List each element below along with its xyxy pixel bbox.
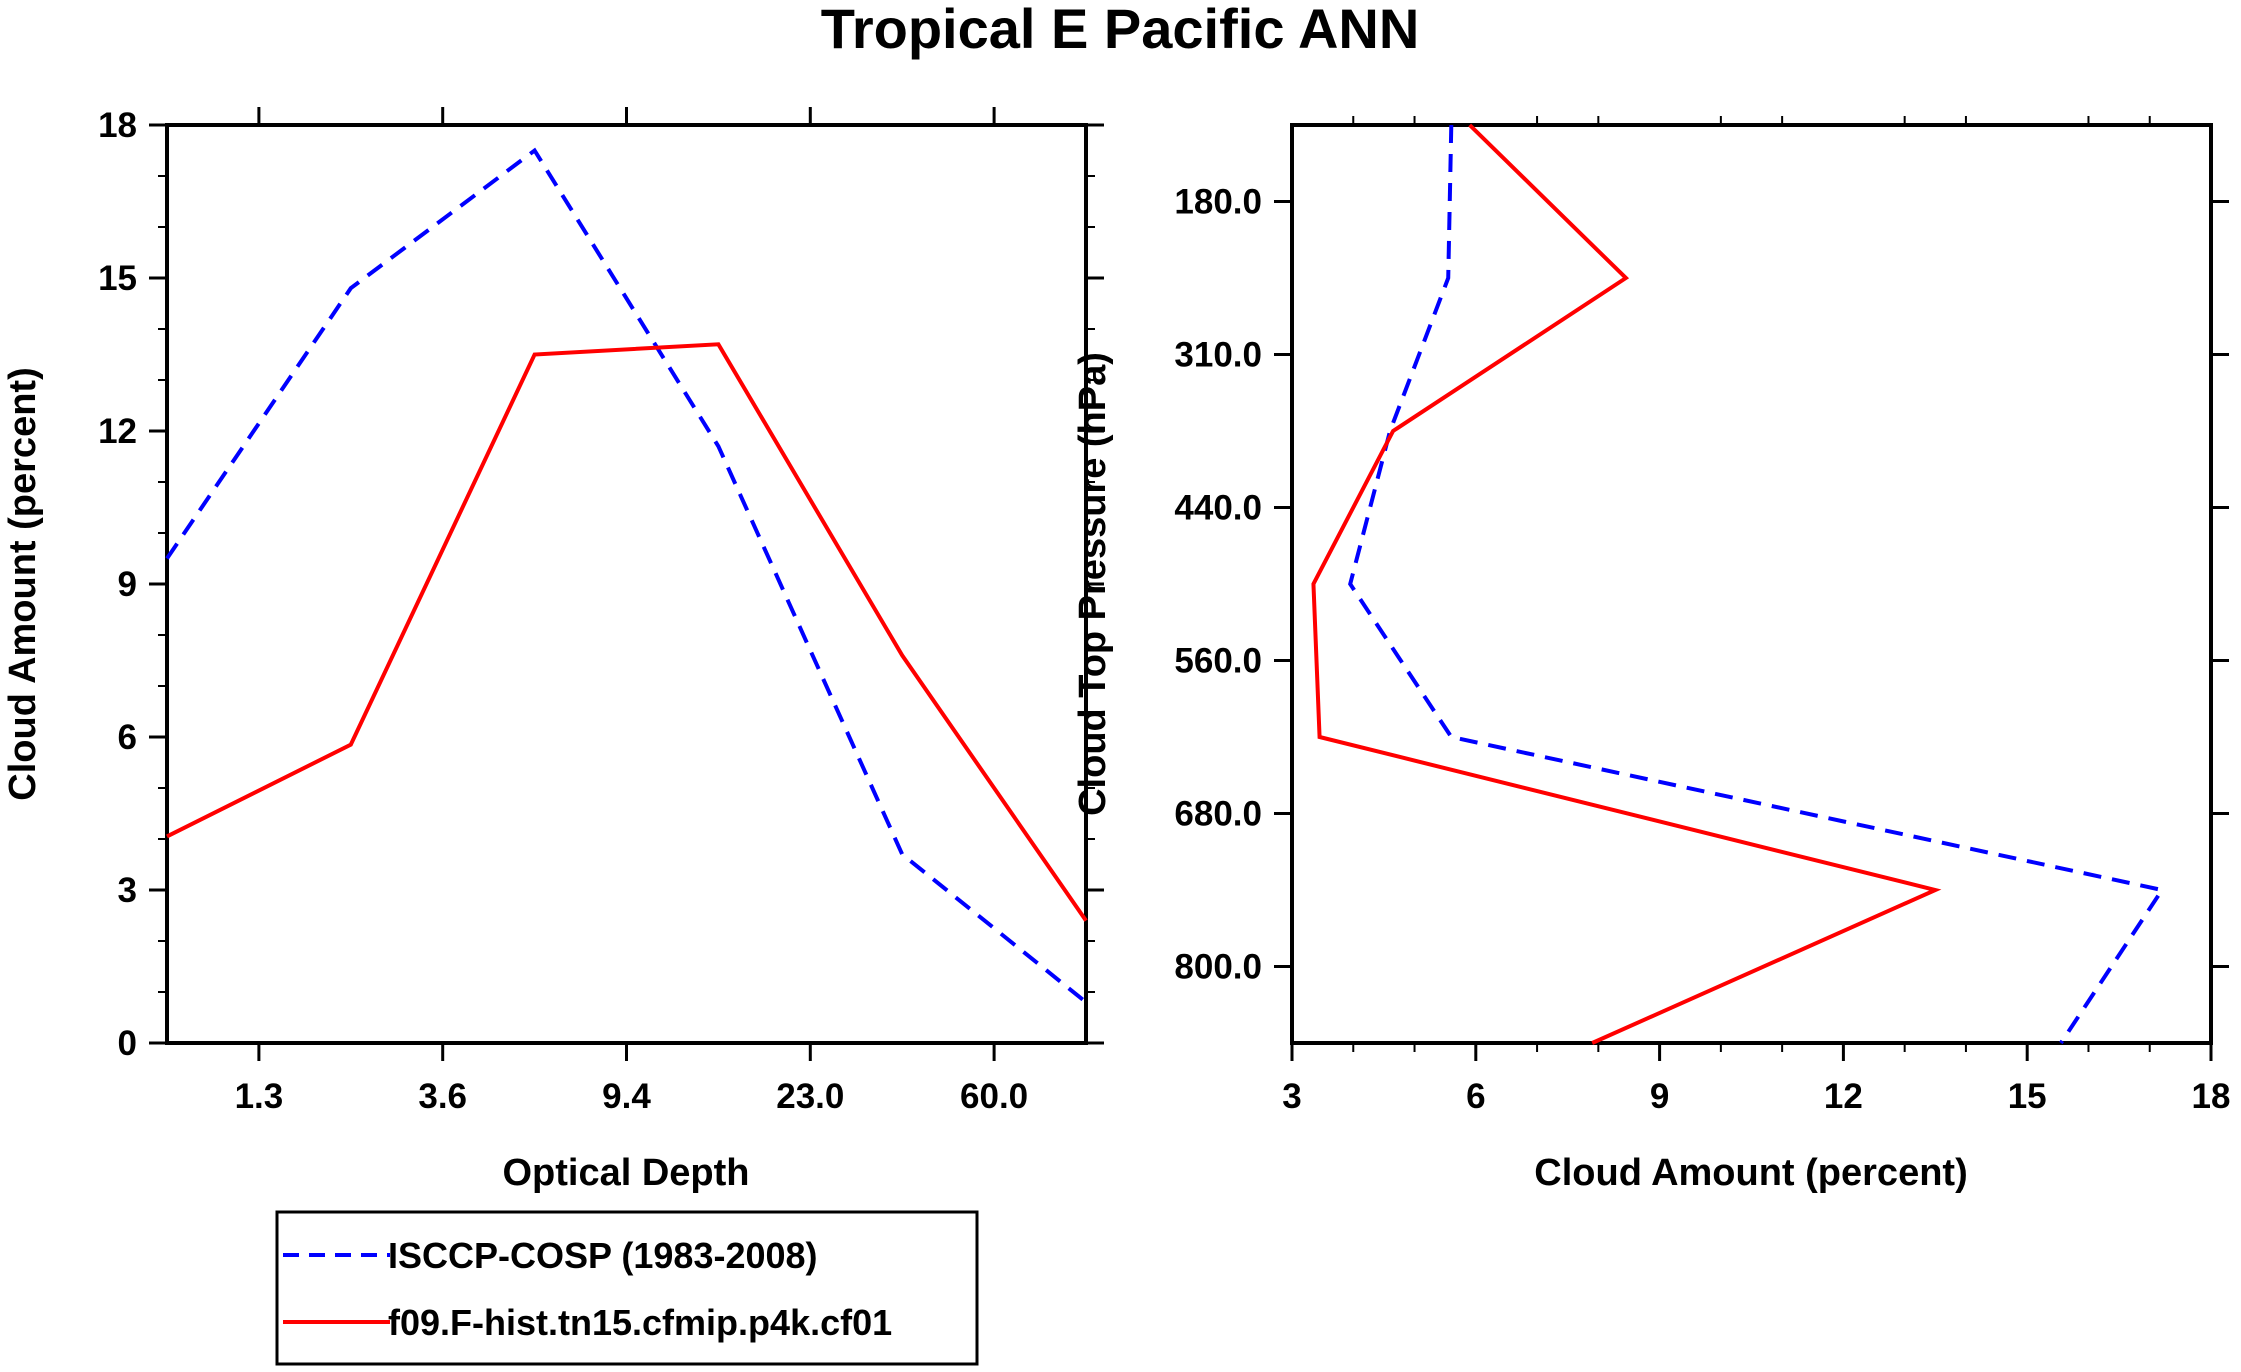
- figure-title: Tropical E Pacific ANN: [821, 0, 1420, 60]
- right-xtick-label: 6: [1466, 1077, 1485, 1116]
- left-ytick-label: 15: [98, 259, 137, 298]
- left-ylabel: Cloud Amount (percent): [2, 367, 44, 800]
- right-ylabel: Cloud Top Pressure (hPa): [1072, 352, 1114, 816]
- left-ytick-label: 18: [98, 106, 137, 145]
- right-xtick-label: 12: [1824, 1077, 1863, 1116]
- left-panel: 0 3 6 9 12 15 18 1.3 3.6 9.4 23.0 60.0 Optical Dept…: [2, 106, 1104, 1194]
- left-ytick-label: 0: [118, 1024, 137, 1063]
- right-series: [1311, 123, 2166, 1045]
- legend-label-model: f09.F-hist.tn15.cfmip.p4k.cf01: [388, 1302, 892, 1343]
- legend-box: [275, 1210, 979, 1366]
- left-xtick-label: 3.6: [418, 1077, 467, 1116]
- left-series-line-obs: [165, 147, 1088, 1004]
- right-panel: 3 6 9 12 15 18180.0310.0440.0560.0680.0800.0 …: [1072, 116, 2230, 1194]
- right-xtick-label: 3: [1282, 1077, 1301, 1116]
- right-ytick-label: 440.0: [1174, 489, 1262, 528]
- left-xtick-label: 1.3: [235, 1077, 284, 1116]
- right-xlabel: Cloud Amount (percent): [1534, 1152, 1967, 1194]
- right-series-line-obs: [1348, 124, 2166, 1045]
- left-xlabel: Optical Depth: [502, 1152, 749, 1194]
- left-ytick-label: 12: [98, 412, 137, 451]
- left-ytick-label: 9: [118, 565, 137, 604]
- right-plot-frame: [1290, 123, 2213, 1045]
- right-ytick-label: 680.0: [1174, 795, 1262, 834]
- right-ticks: 3 6 9 12 15 18 180.0 310.0 440.0 560.0 680.0 800.0: [1174, 116, 2230, 1116]
- left-plot-frame: [165, 123, 1088, 1045]
- left-ticks: 0 3 6 9 12 15 18 1.3 3.6 9.4 23.0 60.0: [98, 106, 1104, 1116]
- right-ytick-label: 800.0: [1174, 948, 1262, 987]
- right-series-line-model: [1311, 123, 1942, 1045]
- left-series-line-model: [166, 342, 1088, 922]
- left-xtick-label: 9.4: [602, 1077, 651, 1116]
- left-xtick-label: 60.0: [960, 1077, 1028, 1116]
- left-series: [165, 147, 1088, 1004]
- legend: ISCCP-COSP (1983-2008) f09.F-hist.tn15.c…: [275, 1210, 979, 1366]
- left-xtick-label: 23.0: [776, 1077, 844, 1116]
- left-ytick-label: 6: [118, 718, 137, 757]
- left-ytick-label: 3: [118, 871, 137, 910]
- right-xtick-label: 15: [2008, 1077, 2047, 1116]
- right-ytick-label: 560.0: [1174, 642, 1262, 681]
- right-ytick-label: 310.0: [1174, 336, 1262, 375]
- right-ytick-label: 180.0: [1174, 183, 1262, 222]
- right-xtick-label: 18: [2192, 1077, 2231, 1116]
- legend-label-obs: ISCCP-COSP (1983-2008): [388, 1235, 818, 1276]
- right-xtick-label: 9: [1650, 1077, 1669, 1116]
